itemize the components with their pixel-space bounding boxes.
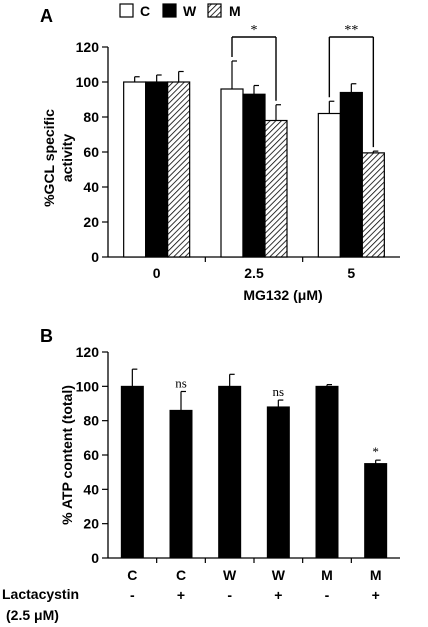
panel-a-ytick-label: 0 <box>91 249 99 265</box>
panel-b-treatment-label: Lactacystin <box>2 586 79 602</box>
panel-a-bar <box>317 112 341 258</box>
panel-b-ytick-label: 60 <box>83 447 99 463</box>
panel-a-xlabel: MG132 (μM) <box>243 287 322 303</box>
panel-a-legend: C W M <box>119 3 241 19</box>
panel-a-bar <box>167 81 191 258</box>
legend-label-c: C <box>140 3 150 19</box>
panel-a-bar <box>339 91 363 258</box>
panel-a-ytick-label: 40 <box>83 179 99 195</box>
panel-b-treatment-value: + <box>372 587 380 603</box>
panel-a-ytick-label: 80 <box>83 109 99 125</box>
panel-b-bar <box>169 409 193 559</box>
panel-b-ytick-label: 40 <box>83 481 99 497</box>
panel-b-xtick-label: M <box>321 567 333 583</box>
panel-a-bar <box>220 88 244 258</box>
panel-b-ytick-label: 80 <box>83 413 99 429</box>
panel-a-ytick-label: 60 <box>83 144 99 160</box>
panel-b-ytick-label: 0 <box>91 550 99 566</box>
legend-swatch-c <box>119 3 134 18</box>
panel-a-label: A <box>40 6 53 26</box>
panel-a-ylabel-line2: activity <box>59 134 75 182</box>
panel-b-treatment-value: - <box>130 587 135 603</box>
panel-b-treatment-value: - <box>325 587 330 603</box>
panel-a-significance-label: ** <box>344 23 358 38</box>
panel-b-ytick-label: 20 <box>83 516 99 532</box>
panel-a-ytick-label: 100 <box>76 74 100 90</box>
panel-a-bar <box>242 93 266 258</box>
legend-label-w: W <box>183 3 197 19</box>
panel-b-bar <box>364 463 388 559</box>
panel-a-ytick-label: 120 <box>76 39 100 55</box>
panel-a-bar <box>123 81 147 258</box>
panel-b-bar <box>266 406 290 559</box>
panel-b-bar-label: * <box>372 444 379 459</box>
panel-a-xtick-label: 0 <box>153 265 161 281</box>
panel-a-bar <box>145 81 169 258</box>
panel-b-treatment-value: + <box>274 587 282 603</box>
panel-a-ylabel-line1: %GCL specific <box>41 109 57 207</box>
panel-b-treatment-value: + <box>177 587 185 603</box>
panel-b-label: B <box>40 326 53 346</box>
panel-b-ytick-label: 100 <box>76 378 100 394</box>
panel-b-ytick-label: 120 <box>76 344 100 360</box>
panel-a-significance-label: * <box>251 23 258 38</box>
panel-a-bar <box>264 119 288 258</box>
panel-b-xtick-label: W <box>223 567 237 583</box>
panel-a-xtick-label: 5 <box>347 265 355 281</box>
panel-b-xtick-label: C <box>127 567 137 583</box>
panel-a-xtick-label: 2.5 <box>244 265 264 281</box>
panel-b-treatment-label-2: (2.5 μM) <box>6 607 59 623</box>
panel-b-xtick-label: M <box>370 567 382 583</box>
panel-b-bar <box>315 385 339 559</box>
legend-swatch-m <box>207 3 222 18</box>
panel-b-bar <box>120 385 144 559</box>
panel-b-bar-label: ns <box>175 375 187 390</box>
legend-swatch-w <box>162 3 177 18</box>
legend-label-m: M <box>229 3 241 19</box>
panel-b-xtick-label: W <box>272 567 286 583</box>
panel-b-ylabel: % ATP content (total) <box>59 385 75 525</box>
panel-b-xtick-label: C <box>176 567 186 583</box>
panel-a-ytick-label: 20 <box>83 214 99 230</box>
panel-b-bar-label: ns <box>273 384 285 399</box>
panel-a-bar <box>361 152 385 258</box>
panel-b-bar <box>218 385 242 559</box>
panel-b-treatment-value: - <box>227 587 232 603</box>
